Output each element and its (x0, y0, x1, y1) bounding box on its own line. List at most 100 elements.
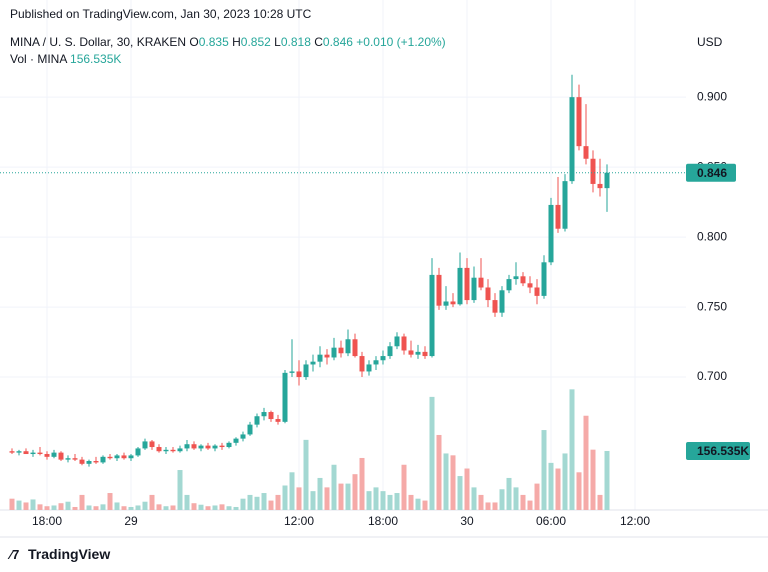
volume-bar (534, 483, 540, 510)
candle-body (170, 449, 176, 452)
candle-body (401, 336, 407, 351)
brand: ⁄7 TradingView (10, 546, 111, 562)
candle-body (114, 455, 120, 459)
volume-bar (212, 505, 218, 510)
volume-bar (303, 439, 309, 510)
candle-body (436, 274, 442, 306)
candle-body (254, 416, 260, 425)
candle-body (212, 445, 218, 449)
volume-bar (121, 506, 127, 510)
candle-body (492, 300, 498, 313)
candle-body (58, 452, 64, 460)
candle-body (345, 339, 351, 354)
candle-body (604, 172, 610, 189)
candle-body (541, 262, 547, 296)
currency: USD (697, 35, 723, 49)
candle-body (562, 181, 568, 229)
volume-bar (597, 494, 603, 510)
volume-value: 156.535K (70, 52, 122, 66)
volume-bar (506, 477, 512, 510)
candle-body (352, 339, 358, 357)
candle-body (520, 276, 526, 284)
volume-tag-label: 156.535K (697, 444, 749, 458)
candle-body (513, 276, 519, 280)
volume-bar (51, 505, 57, 510)
candle-body (527, 283, 533, 288)
candle-body (16, 451, 22, 453)
candle-body (478, 277, 484, 288)
candle-body (366, 364, 372, 372)
volume-bar (345, 483, 351, 510)
volume-bar (226, 506, 232, 510)
candle-body (37, 452, 43, 455)
candle-body (338, 347, 344, 354)
candle-body (72, 458, 78, 460)
volume-bar (471, 487, 477, 510)
candle-body (156, 447, 162, 452)
low-label: L (274, 35, 281, 49)
volume-bar (37, 504, 43, 510)
volume-name: Vol · MINA (10, 52, 67, 66)
x-tick-label: 12:00 (284, 514, 314, 528)
x-tick-label: 29 (124, 514, 138, 528)
volume-bar (233, 506, 239, 510)
last-price-tag (686, 163, 736, 182)
volume-bar (359, 457, 365, 510)
candle-body (30, 452, 36, 455)
volume-bar (219, 504, 225, 510)
volume-bar (142, 501, 148, 510)
symbol: MINA / U. S. Dollar, 30, KRAKEN (10, 35, 187, 49)
low-value: 0.818 (280, 35, 311, 49)
volume-bar (429, 396, 435, 510)
candle-body (310, 361, 316, 365)
volume-bar (65, 501, 71, 510)
volume-bar (163, 506, 169, 510)
volume-bar (422, 500, 428, 510)
x-tick-label: 18:00 (368, 514, 398, 528)
volume-bar (513, 487, 519, 510)
candle-body (422, 351, 428, 357)
volume-bar (548, 462, 554, 510)
candle-body (569, 97, 575, 182)
volume-bar (156, 504, 162, 510)
volume-bar (408, 494, 414, 510)
volume-bar (555, 468, 561, 510)
x-tick-label: 12:00 (620, 514, 650, 528)
high-value: 0.852 (240, 35, 271, 49)
volume-bar (380, 491, 386, 510)
candle-body (534, 287, 540, 296)
candle-body (324, 354, 330, 358)
volume-bar (457, 476, 463, 510)
volume-bar (324, 487, 330, 510)
high-label: H (232, 35, 241, 49)
volume-bar (576, 472, 582, 510)
candle-body (177, 448, 183, 452)
candle-body (555, 204, 561, 229)
volume-bar (177, 470, 183, 510)
volume-bar (79, 494, 85, 510)
candle-body (387, 346, 393, 357)
volume-bar (331, 464, 337, 510)
volume-bar (114, 502, 120, 510)
volume-bar (401, 464, 407, 510)
candle-body (429, 274, 435, 357)
candle-body (149, 441, 155, 448)
volume-bar (387, 494, 393, 510)
change: +0.010 (+1.20%) (356, 35, 446, 49)
candle-body (450, 301, 456, 305)
candle-body (163, 449, 169, 452)
candle-body (289, 371, 295, 373)
candle-body (9, 451, 15, 453)
candle-body (303, 364, 309, 378)
candle-body (457, 267, 463, 305)
candle-body (44, 454, 50, 457)
volume-legend: Vol · MINA 156.535K (10, 52, 121, 66)
volume-bar (205, 506, 211, 510)
volume-bar (198, 504, 204, 510)
candle-body (268, 412, 274, 420)
x-tick-label: 30 (460, 514, 474, 528)
volume-bar (499, 489, 505, 510)
candle-body (51, 452, 57, 457)
candle-body (373, 360, 379, 365)
published-note: Published on TradingView.com, Jan 30, 20… (10, 7, 312, 21)
